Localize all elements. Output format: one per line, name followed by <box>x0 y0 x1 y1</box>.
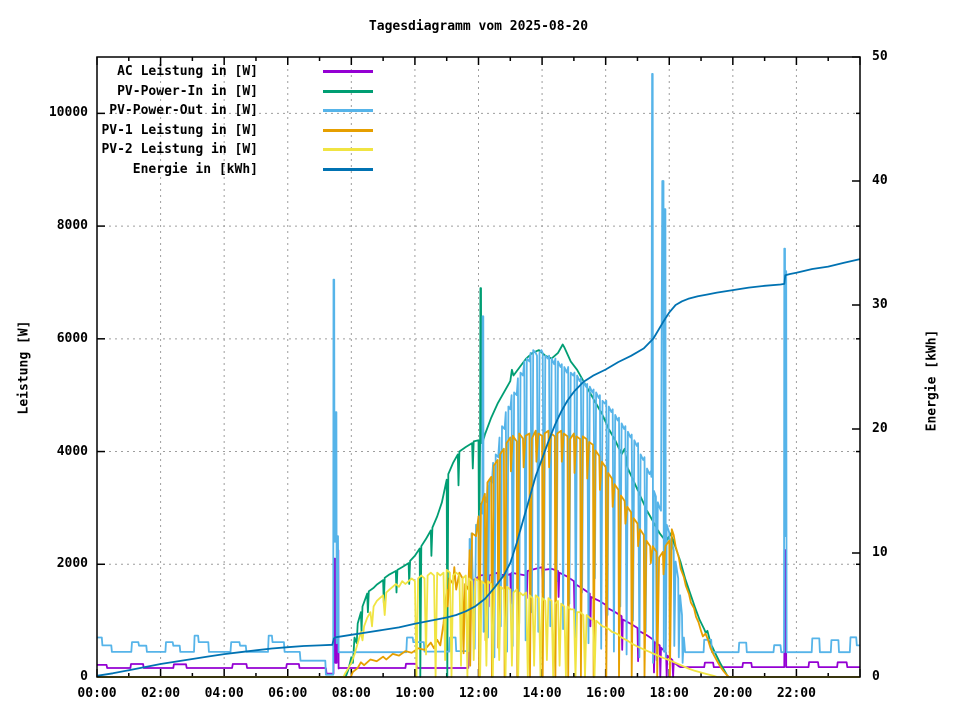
legend-entry: Energie in [kWh] <box>97 160 373 180</box>
y2-tick-label: 0 <box>872 669 880 684</box>
legend: AC Leistung in [W] PV-Power-In in [W] PV-P… <box>97 62 373 179</box>
y-tick-label: 2000 <box>56 556 88 572</box>
legend-label: PV-1 Leistung in [W] <box>101 122 258 138</box>
legend-line-sample <box>323 89 373 93</box>
legend-label: Energie in [kWh] <box>132 161 258 177</box>
legend-entry: PV-2 Leistung in [W] <box>97 140 373 160</box>
y2-tick-label: 20 <box>872 421 888 436</box>
x-tick-label: 20:00 <box>713 686 753 701</box>
y-tick-label: 10000 <box>48 105 88 121</box>
plot-border <box>96 56 861 678</box>
series-6-line <box>96 258 861 677</box>
x-tick-label: 16:00 <box>586 686 626 701</box>
x-tick-label: 04:00 <box>204 686 244 701</box>
series-1-line <box>97 549 860 678</box>
y2-tick-label: 10 <box>872 545 888 560</box>
y2-tick-label: 30 <box>872 297 888 312</box>
legend-entry: PV-1 Leistung in [W] <box>97 121 373 141</box>
y-tick-label: 0 <box>80 669 88 684</box>
x-tick-label: 10:00 <box>395 686 435 701</box>
x-tick-label: 02:00 <box>141 686 181 701</box>
legend-entry: AC Leistung in [W] <box>97 62 373 82</box>
y2-tick-label: 50 <box>872 49 888 64</box>
legend-line-sample <box>323 70 373 74</box>
y-axis-label: Leistung [W] <box>16 320 32 415</box>
legend-label: PV-Power-Out in [W] <box>109 103 258 119</box>
y2-tick-label: 40 <box>872 173 888 188</box>
x-tick-label: 12:00 <box>458 686 499 701</box>
x-tick-label: 08:00 <box>331 686 371 701</box>
y-tick-label: 8000 <box>56 218 88 234</box>
legend-label: PV-2 Leistung in [W] <box>101 142 258 158</box>
x-tick-label: 18:00 <box>649 686 689 701</box>
legend-line-sample <box>323 148 373 152</box>
x-tick-label: 06:00 <box>268 686 308 701</box>
legend-label: AC Leistung in [W] <box>117 64 258 80</box>
series-4-line <box>97 429 860 678</box>
legend-entry: PV-Power-In in [W] <box>97 82 373 102</box>
legend-line-sample <box>323 128 373 132</box>
y-tick-label: 6000 <box>56 330 88 346</box>
legend-entry: PV-Power-Out in [W] <box>97 101 373 121</box>
y-tick-label: 4000 <box>56 443 88 459</box>
x-tick-label: 14:00 <box>522 686 562 701</box>
chart-title: Tagesdiagramm vom 2025-08-20 <box>368 19 589 34</box>
x-tick-label: 00:00 <box>77 686 117 701</box>
legend-line-sample <box>323 167 373 171</box>
x-tick-label: 22:00 <box>776 686 816 701</box>
legend-line-sample <box>323 109 373 113</box>
legend-label: PV-Power-In in [W] <box>117 83 258 99</box>
